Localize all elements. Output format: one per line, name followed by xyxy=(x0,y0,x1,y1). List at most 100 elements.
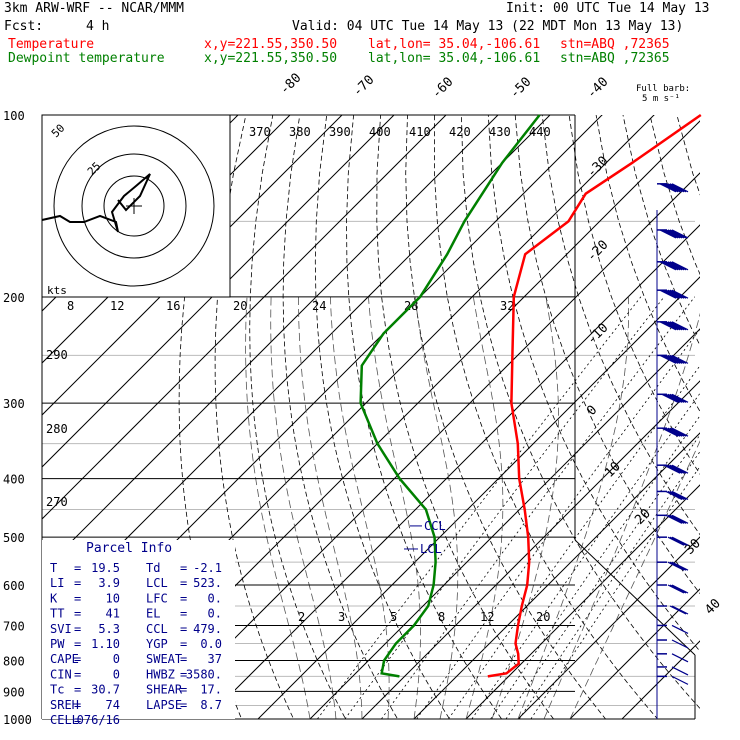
parcel-key: LAPSE xyxy=(146,698,182,712)
barb-flag xyxy=(671,561,689,571)
parcel-box-bg xyxy=(42,540,235,719)
theta-label: 370 xyxy=(249,125,271,139)
barb-flag xyxy=(671,464,689,474)
parcel-eq: = xyxy=(74,607,81,621)
mixing-ratio-label: 20 xyxy=(233,299,247,313)
pressure-label: 400 xyxy=(3,473,25,487)
barb-flag xyxy=(665,490,683,500)
barb-flag xyxy=(667,289,685,299)
isotherm xyxy=(257,276,700,719)
isotherm-label: -50 xyxy=(507,75,534,102)
wind-barb xyxy=(657,624,689,634)
parcel-key: Td xyxy=(146,561,160,575)
dry-adiabat xyxy=(595,115,700,413)
barb-flag xyxy=(669,289,687,299)
isotherm-label: -60 xyxy=(429,75,456,102)
parcel-value: 0 xyxy=(113,652,120,666)
barb-flag xyxy=(667,490,685,500)
parcel-eq: = xyxy=(180,607,187,621)
parcel-value: -2.1 xyxy=(193,561,222,575)
parcel-key: YGP xyxy=(146,637,168,651)
parcel-eq: = xyxy=(180,561,187,575)
mixing-ratio-label: 2 xyxy=(298,610,305,624)
barb-flag xyxy=(667,561,685,571)
barb-flag xyxy=(663,229,681,239)
parcel-value: 41 xyxy=(106,607,120,621)
wind-barb xyxy=(657,261,689,271)
barb-flag xyxy=(667,321,685,331)
isotherm xyxy=(42,115,395,468)
theta-label: 270 xyxy=(46,495,68,509)
pressure-label: 200 xyxy=(3,291,25,305)
pressure-label: 100 xyxy=(3,109,25,123)
parcel-key: TT xyxy=(50,607,64,621)
isotherm-label: -20 xyxy=(584,238,611,265)
parcel-key: CAPE xyxy=(50,652,79,666)
barb-flag xyxy=(663,393,681,403)
dry-adiabat xyxy=(541,115,700,536)
wind-barb xyxy=(657,639,689,649)
wind-barb xyxy=(657,464,689,474)
wind-barb xyxy=(657,584,689,594)
parcel-info-box: Parcel Info T = 19.5 Td = -2.1 LI = 3.9 LCL = 523. K =… xyxy=(42,540,235,727)
background-lines xyxy=(42,115,740,732)
barb-flag xyxy=(671,653,689,663)
hodograph-ring xyxy=(53,125,215,287)
wind-barb xyxy=(657,536,689,546)
dry-adiabat xyxy=(249,115,347,719)
dry-adiabat xyxy=(676,115,700,196)
dry-adiabat xyxy=(704,115,740,732)
moist-adiabat xyxy=(330,296,390,719)
wind-barb xyxy=(657,514,689,524)
mixing-ratio-line xyxy=(505,434,700,719)
parcel-key: HWBZ xyxy=(146,667,175,681)
barb-flag xyxy=(661,427,679,437)
dry-adiabat xyxy=(461,115,700,710)
mixing-ratio-label: 12 xyxy=(480,610,494,624)
parcel-eq: = xyxy=(74,652,81,666)
barb-flag xyxy=(671,666,689,676)
isotherm xyxy=(465,484,700,719)
barb-flag xyxy=(669,605,687,615)
isotherm-label: 0 xyxy=(584,403,600,419)
isotherm-label: -80 xyxy=(277,71,304,98)
barb-flag xyxy=(661,261,679,271)
parcel-value: 0. xyxy=(208,607,222,621)
parcel-key: Tc xyxy=(50,683,64,697)
parcel-eq: = xyxy=(74,561,81,575)
barb-flag xyxy=(659,354,677,364)
mixing-ratio-label: 24 xyxy=(312,299,326,313)
barb-flag xyxy=(665,464,683,474)
parcel-value: 0 xyxy=(113,667,120,681)
full-barb-label: Full barb: xyxy=(636,84,691,94)
parcel-eq: = xyxy=(74,683,81,697)
barb-flag xyxy=(671,584,689,594)
barb-flag xyxy=(661,321,679,331)
barb-flag xyxy=(669,464,687,474)
barb-flag xyxy=(665,261,683,271)
parcel-value: 10 xyxy=(106,591,120,605)
mixing-ratio-label: 5 xyxy=(390,610,397,624)
hodograph-ring xyxy=(81,153,187,259)
dry-adiabat xyxy=(622,115,700,347)
barb-flag xyxy=(659,321,677,331)
dry-adiabat xyxy=(178,115,243,719)
theta-label: 430 xyxy=(489,125,511,139)
parcel-key: PW xyxy=(50,637,65,651)
mixing-ratio-line xyxy=(530,465,700,719)
barb-flag xyxy=(671,261,689,271)
barb-flag xyxy=(669,514,687,524)
theta-label: 440 xyxy=(529,125,551,139)
right-edge xyxy=(574,539,696,656)
theta-label: 380 xyxy=(289,125,311,139)
parcel-eq: = xyxy=(74,698,81,712)
parcel-key: LCL xyxy=(146,576,168,590)
parcel-key: LFC xyxy=(146,591,168,605)
parcel-key: SREH xyxy=(50,698,79,712)
barb-flag xyxy=(659,183,677,193)
dry-adiabat xyxy=(282,115,399,719)
moist-adiabat xyxy=(543,312,700,719)
isotherm xyxy=(42,115,551,624)
mixing-ratio-line xyxy=(381,296,696,719)
dew-latlon: lat,lon= 35.04,-106.61 xyxy=(368,51,541,66)
